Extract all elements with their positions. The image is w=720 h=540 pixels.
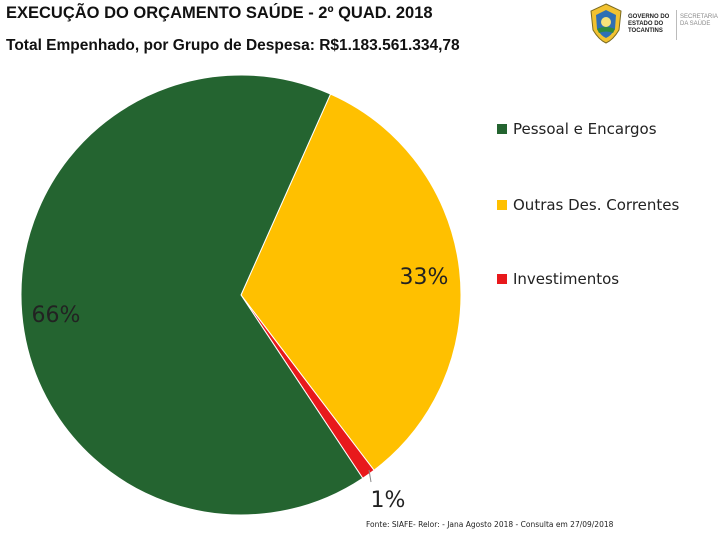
data-label-pessoal: 66% — [32, 303, 81, 328]
government-logo: GOVERNO DO ESTADO DO TOCANTINS SECRETARI… — [588, 2, 718, 46]
page-subtitle: Total Empenhado, por Grupo de Despesa: R… — [6, 37, 460, 54]
logo-divider — [676, 10, 677, 40]
legend-swatch-pessoal — [497, 124, 507, 134]
source-note: Fonte: SIAFE- Relor: - Jana Agosto 2018 … — [366, 520, 614, 529]
legend-label-investimentos: Investimentos — [513, 270, 620, 288]
state-seal-icon — [590, 3, 622, 44]
legend-item-pessoal: Pessoal e Encargos — [497, 120, 657, 138]
data-label-investimentos: 1% — [371, 488, 406, 513]
government-name: GOVERNO DO ESTADO DO TOCANTINS — [628, 14, 670, 34]
legend-label-outras: Outras Des. Correntes — [513, 196, 680, 214]
legend-label-pessoal: Pessoal e Encargos — [513, 120, 657, 138]
page-title: EXECUÇÃO DO ORÇAMENTO SAÚDE - 2º QUAD. 2… — [6, 4, 433, 22]
data-label-outras: 33% — [400, 265, 449, 290]
legend-item-outras: Outras Des. Correntes — [497, 196, 679, 214]
legend-swatch-outras — [497, 200, 507, 210]
legend-swatch-investimentos — [497, 274, 507, 284]
secretariat-name: SECRETARIA DA SAÚDE — [680, 14, 718, 27]
legend-item-investimentos: Investimentos — [497, 270, 619, 288]
slice-outras — [240, 93, 462, 471]
leader-line-investimentos — [368, 469, 372, 483]
slice-pessoal — [20, 74, 364, 516]
